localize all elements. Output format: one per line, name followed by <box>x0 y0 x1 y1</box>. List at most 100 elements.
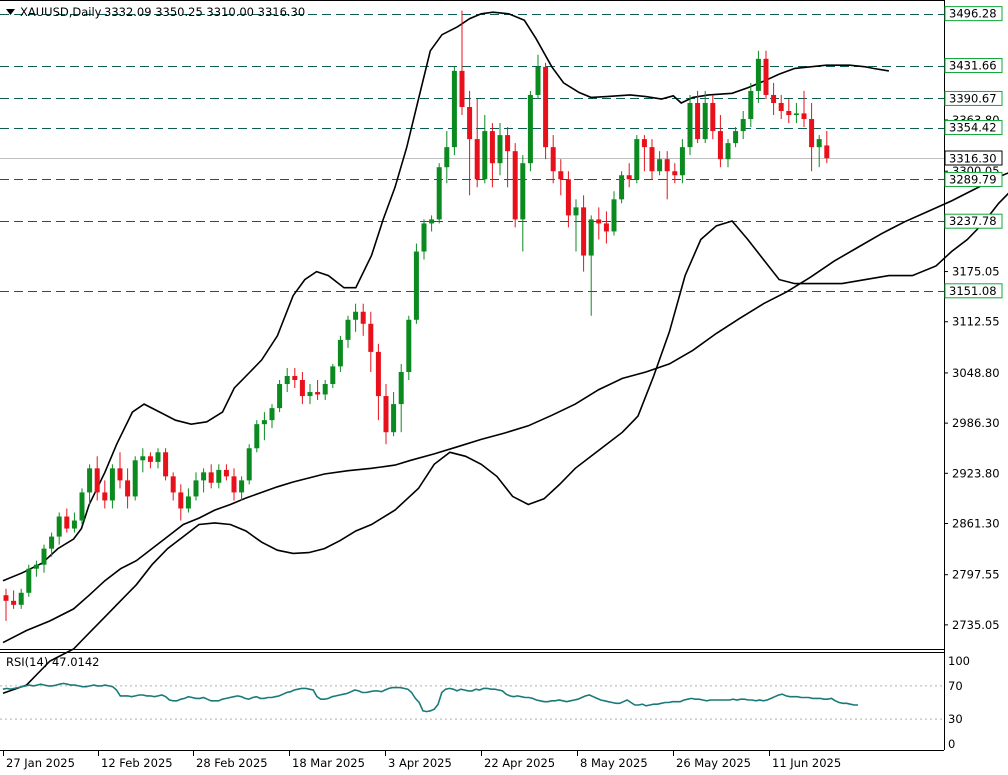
candle[interactable] <box>619 171 625 204</box>
candle[interactable] <box>482 115 488 184</box>
candle[interactable] <box>140 448 146 473</box>
candle[interactable] <box>809 102 815 172</box>
candle[interactable] <box>679 139 685 184</box>
candle[interactable] <box>11 590 17 609</box>
candle[interactable] <box>512 143 518 228</box>
candle[interactable] <box>353 303 359 332</box>
candle[interactable] <box>87 464 93 505</box>
candle[interactable] <box>626 163 632 188</box>
candle[interactable] <box>603 211 609 244</box>
candle[interactable] <box>337 335 343 372</box>
candle[interactable] <box>322 380 328 401</box>
candle[interactable] <box>223 464 229 481</box>
candle[interactable] <box>786 98 792 124</box>
candle[interactable] <box>261 412 267 441</box>
candle[interactable] <box>702 90 708 144</box>
candle[interactable] <box>277 380 283 413</box>
candle[interactable] <box>748 82 754 128</box>
candle[interactable] <box>178 484 184 521</box>
candle[interactable] <box>801 90 807 128</box>
candle[interactable] <box>132 456 138 501</box>
candle[interactable] <box>41 544 47 573</box>
candle[interactable] <box>231 468 237 501</box>
candle[interactable] <box>520 155 526 252</box>
candle[interactable] <box>360 303 366 336</box>
candle[interactable] <box>239 476 245 501</box>
candle[interactable] <box>535 54 541 99</box>
candle[interactable] <box>467 90 473 196</box>
candle[interactable] <box>330 363 336 389</box>
candle[interactable] <box>459 10 465 116</box>
candle[interactable] <box>269 404 275 429</box>
candle[interactable] <box>573 199 579 252</box>
candle[interactable] <box>717 115 723 168</box>
candle[interactable] <box>740 111 746 140</box>
candle[interactable] <box>778 94 784 120</box>
candle[interactable] <box>755 50 761 103</box>
candle[interactable] <box>664 151 670 200</box>
candle[interactable] <box>383 384 389 445</box>
symbol-dropdown-icon[interactable] <box>6 9 15 15</box>
candle[interactable] <box>109 464 115 509</box>
candle[interactable] <box>398 363 404 433</box>
candle[interactable] <box>18 588 24 609</box>
candle[interactable] <box>406 315 412 381</box>
candle[interactable] <box>588 215 594 316</box>
candle[interactable] <box>193 472 199 501</box>
candle[interactable] <box>299 371 305 405</box>
candle[interactable] <box>117 452 123 489</box>
candle[interactable] <box>315 380 321 401</box>
candle[interactable] <box>147 452 153 469</box>
candle[interactable] <box>155 448 161 469</box>
candle[interactable] <box>246 444 252 485</box>
candle[interactable] <box>793 102 799 124</box>
candle[interactable] <box>284 367 290 393</box>
candle[interactable] <box>527 90 533 172</box>
candle[interactable] <box>611 191 617 236</box>
candle[interactable] <box>307 384 313 405</box>
candle[interactable] <box>102 480 108 509</box>
candle[interactable] <box>79 488 85 525</box>
candle[interactable] <box>444 131 450 184</box>
candle[interactable] <box>254 420 260 453</box>
candle[interactable] <box>497 123 503 176</box>
candle[interactable] <box>368 311 374 372</box>
candle[interactable] <box>733 127 739 148</box>
candle[interactable] <box>451 66 457 156</box>
candle[interactable] <box>710 94 716 140</box>
candle[interactable] <box>71 512 77 533</box>
candle[interactable] <box>816 135 822 168</box>
candle[interactable] <box>489 123 495 188</box>
candle[interactable] <box>641 135 647 172</box>
candle[interactable] <box>216 464 222 489</box>
candle[interactable] <box>771 82 777 116</box>
candle[interactable] <box>558 159 564 196</box>
candle[interactable] <box>550 135 556 184</box>
candle[interactable] <box>413 243 419 324</box>
candle[interactable] <box>649 139 655 180</box>
candle[interactable] <box>565 171 571 228</box>
candle[interactable] <box>94 456 100 501</box>
candle[interactable] <box>3 588 9 621</box>
candle[interactable] <box>421 219 427 260</box>
candle[interactable] <box>763 50 769 99</box>
candle[interactable] <box>56 512 62 545</box>
candle[interactable] <box>436 163 442 224</box>
candle[interactable] <box>208 464 214 489</box>
candle[interactable] <box>657 151 663 176</box>
candle[interactable] <box>391 392 397 437</box>
candle[interactable] <box>672 163 678 184</box>
candle[interactable] <box>687 94 693 156</box>
candle[interactable] <box>505 127 511 188</box>
candle[interactable] <box>125 468 131 509</box>
candle[interactable] <box>824 130 830 164</box>
candle[interactable] <box>543 62 549 160</box>
candle[interactable] <box>64 508 70 533</box>
candle[interactable] <box>201 468 207 493</box>
candle[interactable] <box>345 315 351 348</box>
candle[interactable] <box>375 343 381 421</box>
candle[interactable] <box>185 488 191 513</box>
candle[interactable] <box>474 98 480 188</box>
candle[interactable] <box>163 448 169 481</box>
candle[interactable] <box>49 532 55 557</box>
